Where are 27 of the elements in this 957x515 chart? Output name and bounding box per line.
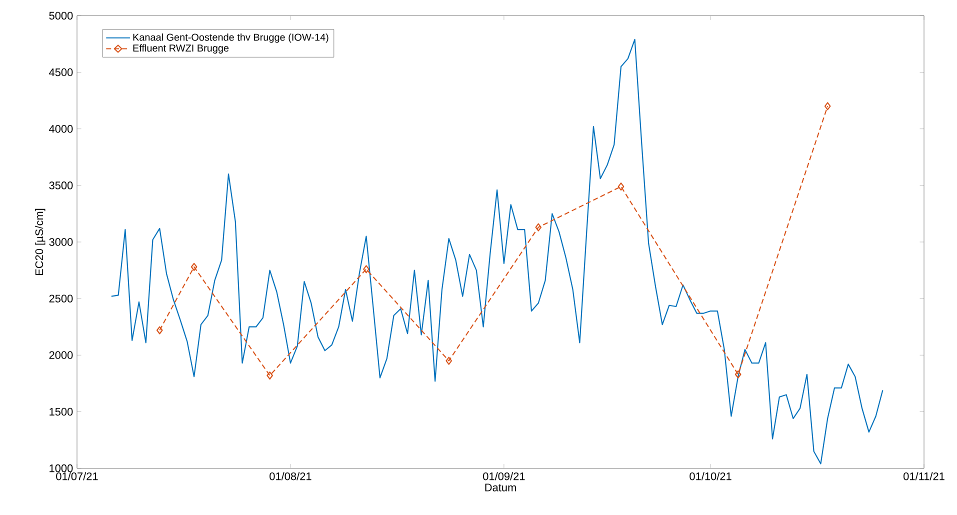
point: [190, 262, 198, 271]
y-tick-label: 2500: [49, 294, 73, 302]
x-tick-label: 01/07/21: [56, 472, 98, 480]
legend-label: Effluent RWZI Brugge: [133, 44, 229, 54]
legend-label: Kanaal Gent-Oostende thv Brugge (IOW-14): [133, 33, 328, 43]
y-tick-label: 4500: [49, 68, 73, 76]
point: [266, 371, 273, 380]
point: [156, 326, 163, 334]
y-tick-label: 2000: [49, 351, 73, 360]
x-axis-title: Datum: [485, 484, 516, 492]
y-tick-label: 3000: [49, 238, 73, 246]
point: [734, 370, 742, 378]
x-tick-label: 01/09/21: [483, 472, 525, 480]
x-tick-label: 01/10/21: [690, 472, 732, 480]
point: [824, 102, 831, 110]
y-tick-label: 5000: [49, 12, 73, 20]
y-axis-title: EC20 [µS/cm]: [35, 208, 46, 276]
y-tick-label: 4000: [49, 124, 73, 133]
y-tick-label: 3500: [49, 182, 73, 190]
y-tick-label: 1500: [50, 408, 73, 416]
point: [363, 265, 370, 274]
x-tick-label: 01/11/21: [904, 472, 944, 480]
x-tick-label: 01/08/21: [270, 472, 312, 480]
point: [446, 356, 452, 365]
point: [618, 182, 624, 191]
y-tick-label: 1000: [50, 464, 73, 472]
point: [535, 223, 542, 232]
